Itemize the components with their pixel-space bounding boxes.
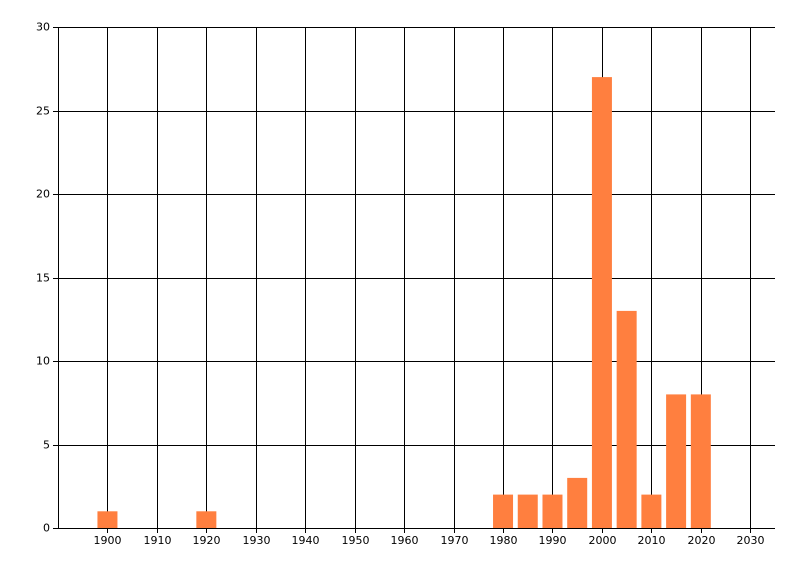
- x-tick-label: 2030: [737, 534, 765, 547]
- y-tick-label: 20: [36, 188, 50, 201]
- bar: [196, 511, 217, 528]
- x-tick-label: 2020: [688, 534, 716, 547]
- x-tick-label: 2010: [638, 534, 666, 547]
- x-tick-label: 1970: [441, 534, 469, 547]
- y-tick-label: 25: [36, 105, 50, 118]
- y-tick-label: 30: [36, 21, 50, 34]
- bar: [591, 77, 612, 528]
- y-tick-label: 5: [43, 439, 50, 452]
- bar: [517, 494, 538, 528]
- bar: [666, 394, 687, 528]
- x-tick-label: 1910: [144, 534, 172, 547]
- bar: [616, 310, 637, 528]
- x-tick-label: 1930: [243, 534, 271, 547]
- bar: [567, 477, 588, 528]
- bar: [542, 494, 563, 528]
- bar: [97, 511, 118, 528]
- y-tick-label: 10: [36, 355, 50, 368]
- y-tick-label: 15: [36, 272, 50, 285]
- y-tick-label: 0: [43, 522, 50, 535]
- x-tick-label: 1940: [292, 534, 320, 547]
- bar: [690, 394, 711, 528]
- x-tick-label: 2000: [589, 534, 617, 547]
- x-tick-label: 1920: [193, 534, 221, 547]
- x-tick-label: 1960: [391, 534, 419, 547]
- bar: [493, 494, 514, 528]
- x-tick-label: 1950: [342, 534, 370, 547]
- x-tick-label: 1980: [490, 534, 518, 547]
- x-tick-label: 1900: [94, 534, 122, 547]
- x-tick-label: 1990: [539, 534, 567, 547]
- bar: [641, 494, 662, 528]
